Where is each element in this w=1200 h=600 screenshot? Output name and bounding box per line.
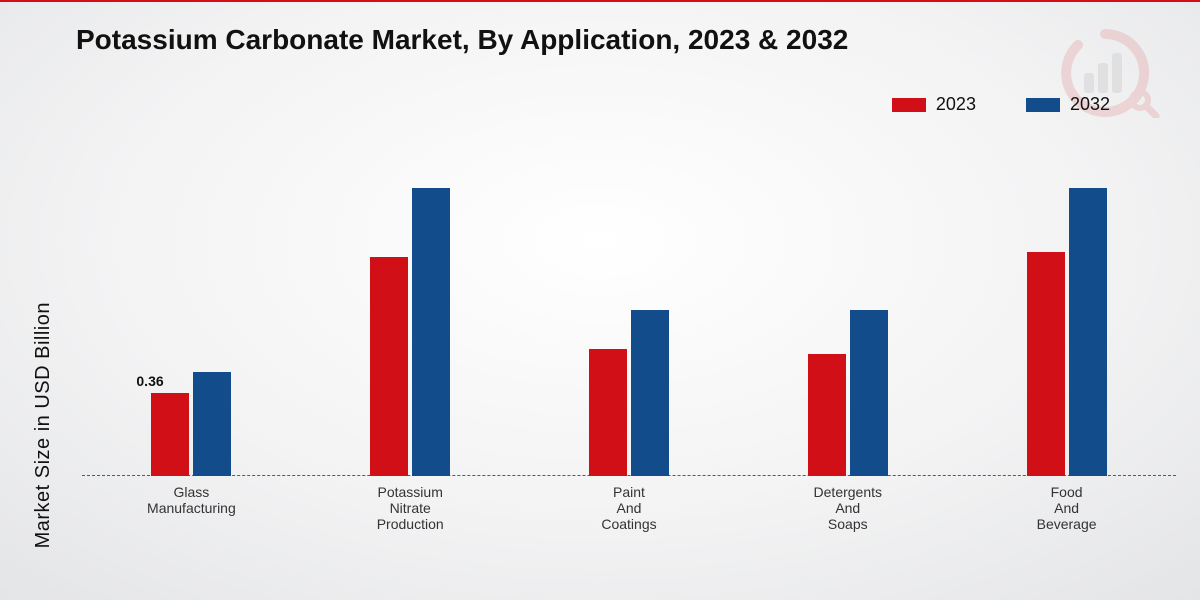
bar [589, 349, 627, 476]
bar-group: 0.36 [126, 372, 256, 476]
x-axis-label: PotassiumNitrateProduction [345, 480, 475, 530]
x-axis-label: DetergentsAndSoaps [783, 480, 913, 530]
x-axis-label: PaintAndCoatings [564, 480, 694, 530]
bar [631, 310, 669, 476]
bar-group [345, 188, 475, 476]
bar [193, 372, 231, 476]
bar-group [783, 310, 913, 476]
bar [151, 393, 189, 476]
bar [808, 354, 846, 476]
bar [370, 257, 408, 476]
bar [1069, 188, 1107, 476]
x-axis-labels: GlassManufacturing PotassiumNitrateProduc… [82, 480, 1176, 530]
legend-swatch-2023 [892, 98, 926, 112]
y-axis-label: Market Size in USD Billion [32, 302, 55, 548]
legend-swatch-2032 [1026, 98, 1060, 112]
bar-groups: 0.36 [82, 112, 1176, 476]
chart-container: Potassium Carbonate Market, By Applicati… [0, 0, 1200, 600]
bar [850, 310, 888, 476]
bar [1027, 252, 1065, 476]
bar-group [1002, 188, 1132, 476]
bar [412, 188, 450, 476]
bar-group [564, 310, 694, 476]
plot-area: 0.36 GlassManufacturing PotassiumNitrateP… [82, 112, 1176, 530]
x-axis-label: FoodAndBeverage [1002, 480, 1132, 530]
bar-value-label: 0.36 [136, 373, 163, 389]
chart-title: Potassium Carbonate Market, By Applicati… [76, 24, 848, 56]
x-axis-label: GlassManufacturing [126, 480, 256, 530]
